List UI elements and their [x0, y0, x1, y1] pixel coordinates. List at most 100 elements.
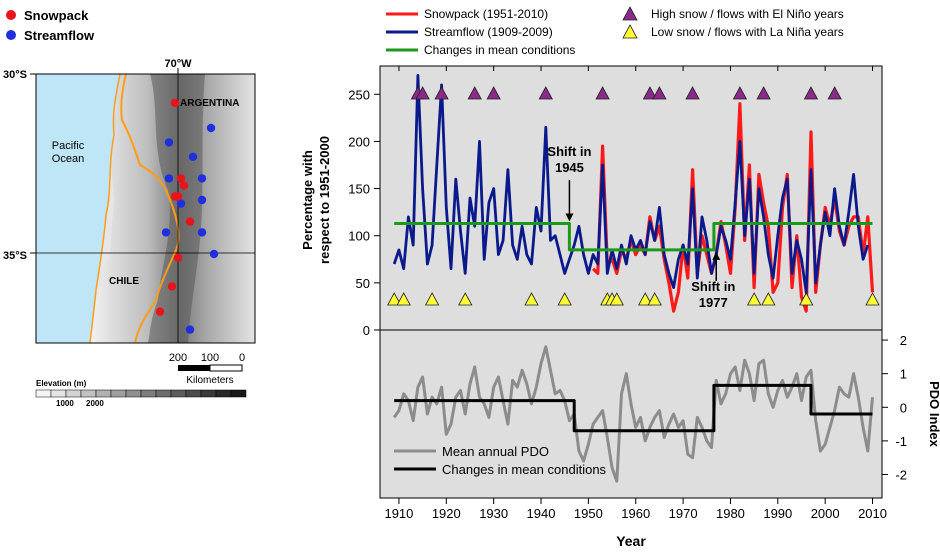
- bottom-y-axis-label: PDO Index: [927, 381, 940, 448]
- bottom-legend-label: Mean annual PDO: [442, 444, 549, 459]
- la-nina-triangle: [557, 292, 572, 306]
- scale-bar: 200 100 0 Kilometers: [169, 352, 245, 386]
- lat-label-35: 35°S: [3, 250, 27, 262]
- el-nino-triangle: [803, 86, 819, 100]
- scale-tick-100: 100: [201, 352, 219, 364]
- andes-ridge: [148, 74, 205, 343]
- x-tick-label: 2010: [858, 506, 887, 521]
- lon-label: 70°W: [164, 58, 192, 70]
- la-nina-triangle: [458, 292, 473, 306]
- top-y-tick-label: 250: [348, 87, 370, 102]
- top-y-tick-label: 200: [348, 134, 370, 149]
- top-plot-area: [379, 65, 883, 331]
- scale-tick-200: 200: [169, 352, 187, 364]
- snowpack-site: [170, 98, 180, 108]
- bottom-plot: -2 -1 0 1 2 Mean annual PDO Changes in mean co…: [384, 333, 907, 521]
- x-tick-label: 1930: [479, 506, 508, 521]
- chart-legend-triangle: [622, 6, 638, 21]
- scale-tick-0: 0: [239, 352, 245, 364]
- top-y-tick-label: 150: [348, 182, 370, 197]
- elevation-legend: Elevation (m) 1000 2000: [35, 379, 247, 408]
- annotation-shift-1977: Shift in: [691, 279, 735, 294]
- bottom-y-tick-label: 0: [900, 400, 907, 415]
- top-mean-step-line: [394, 222, 873, 252]
- bottom-y-tick-label: 1: [900, 367, 907, 382]
- streamflow-site: [197, 228, 207, 237]
- el-nino-triangle: [732, 86, 748, 100]
- bottom-y-tick-label: 2: [900, 333, 907, 348]
- snowpack-site: [167, 282, 177, 291]
- streamflow-site: [209, 249, 219, 259]
- region-chile: CHILE: [109, 276, 139, 287]
- el-nino-triangle: [652, 86, 667, 100]
- streamflow-site: [164, 174, 174, 183]
- x-tick-label: 2000: [811, 506, 840, 521]
- el-nino-triangle: [642, 86, 658, 100]
- streamflow-site: [185, 325, 195, 334]
- bottom-y-tick-label: -1: [895, 434, 907, 449]
- el-nino-triangle: [756, 86, 771, 100]
- elevation-swatch: [200, 389, 217, 398]
- elevation-swatch: [110, 389, 127, 398]
- el-nino-triangle: [595, 86, 610, 100]
- snowpack-site: [170, 192, 180, 201]
- snowpack-site: [179, 181, 189, 190]
- elevation-swatch: [230, 389, 247, 398]
- la-nina-triangle: [647, 292, 662, 306]
- lat-label-30: 30°S: [3, 69, 27, 81]
- border-line: [120, 74, 180, 343]
- streamflow-site: [206, 123, 216, 133]
- el-nino-triangle: [434, 86, 449, 100]
- elevation-swatch: [170, 389, 187, 398]
- elevation-swatch: [140, 389, 157, 398]
- la-nina-triangle: [424, 292, 440, 306]
- top-y-tick-label: 0: [363, 323, 370, 338]
- elevation-tick-2000: 2000: [86, 399, 104, 408]
- la-nina-triangle: [524, 292, 539, 306]
- snowpack-site: [155, 307, 165, 316]
- chart-legend-label: Snowpack (1951-2010): [424, 7, 548, 21]
- chart-legend-label: High snow / flows with El Niño years: [651, 7, 844, 21]
- elevation-swatch: [95, 389, 112, 398]
- map-legend-label: Streamflow: [24, 28, 95, 43]
- map-legend-label: Snowpack: [24, 8, 89, 23]
- map-legend-marker: [6, 10, 16, 20]
- elevation-swatch: [80, 389, 97, 398]
- snowpack-site: [173, 253, 183, 262]
- streamflow-line: [392, 74, 870, 294]
- snowpack-site: [176, 174, 186, 183]
- chart-legend-label: Streamflow (1909-2009): [424, 25, 553, 39]
- la-nina-triangle: [396, 292, 411, 306]
- map-panel: Snowpack Streamflow 70°W 30°S 35°S ARGENT…: [3, 8, 256, 408]
- chart-legend: Snowpack (1951-2010) Streamflow (1909-200…: [386, 6, 844, 57]
- map-legend-marker: [6, 30, 16, 40]
- map-frame: [35, 73, 256, 344]
- la-nina-triangle: [865, 292, 880, 306]
- elevation-swatch: [65, 389, 82, 398]
- el-nino-triangle: [415, 86, 430, 100]
- elevation-tick-1000: 1000: [56, 399, 74, 408]
- snowpack-site: [185, 217, 195, 226]
- bottom-plot-area: [379, 329, 883, 499]
- annotation-shift-1945: Shift in: [547, 144, 591, 159]
- chart-legend-label: Low snow / flows with La Niña years: [651, 25, 844, 39]
- la-nina-triangle: [761, 292, 776, 306]
- pacific-ocean: [36, 74, 120, 343]
- elevation-swatch: [50, 389, 67, 398]
- la-nina-triangle: [609, 292, 624, 306]
- annotation-arrowhead-1945: [565, 213, 574, 222]
- la-nina-triangle: [799, 292, 814, 306]
- streamflow-site: [197, 195, 207, 205]
- el-nino-triangle: [486, 86, 501, 100]
- streamflow-site: [197, 174, 207, 183]
- la-nina-triangle: [638, 292, 653, 306]
- streamflow-site: [164, 138, 174, 147]
- chart-legend-label: Changes in mean conditions: [424, 43, 575, 57]
- el-nino-triangle: [467, 86, 482, 100]
- elevation-swatch: [35, 389, 52, 398]
- x-tick-label: 1920: [432, 506, 461, 521]
- x-tick-label: 1960: [621, 506, 650, 521]
- streamflow-site: [176, 199, 186, 208]
